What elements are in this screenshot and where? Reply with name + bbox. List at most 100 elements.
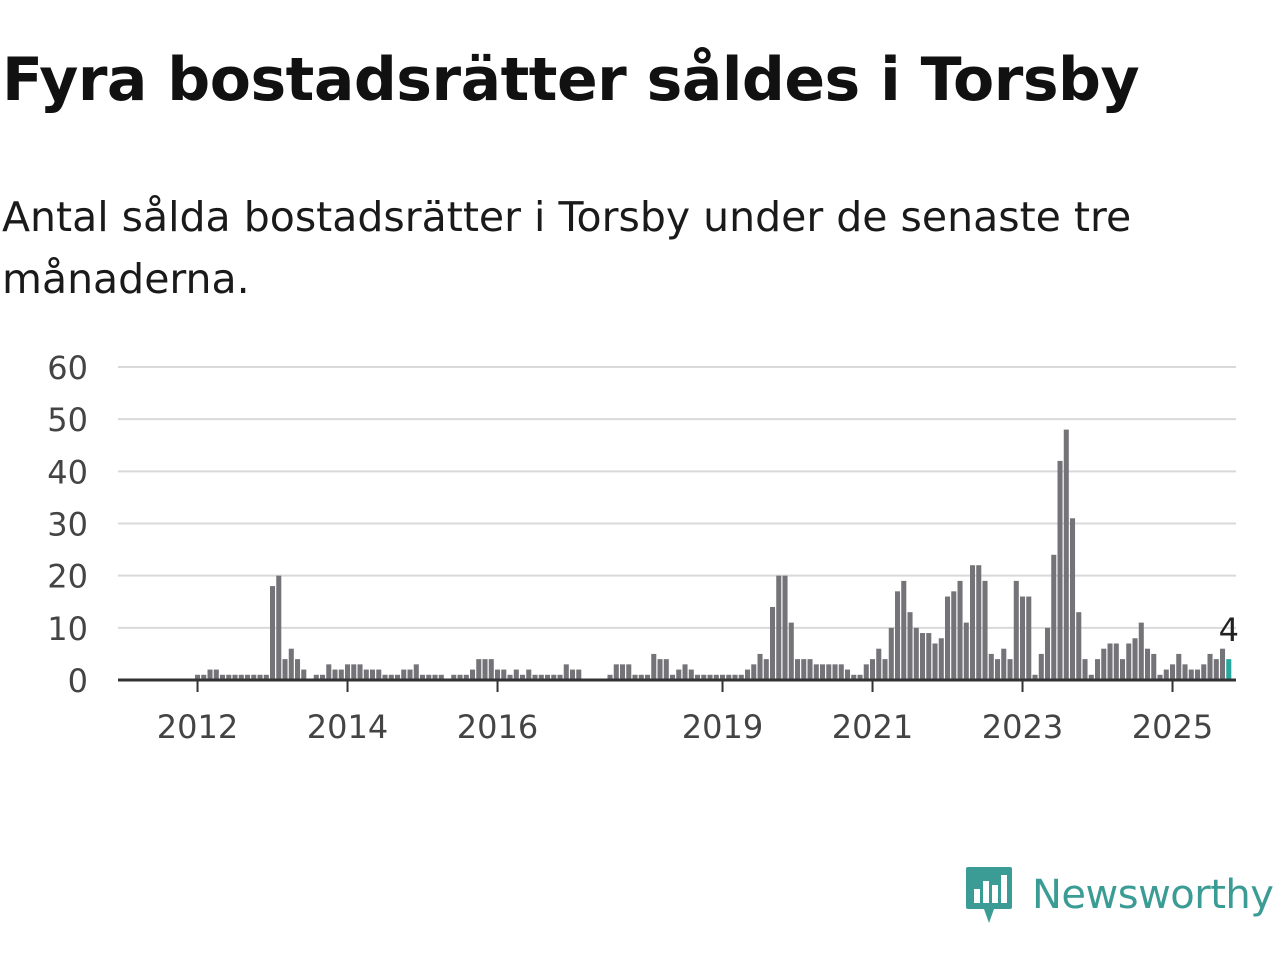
bar xyxy=(295,659,301,680)
bar xyxy=(401,669,407,680)
bar xyxy=(388,674,394,680)
bar xyxy=(538,674,544,680)
bar xyxy=(1082,659,1088,680)
bar xyxy=(713,674,719,680)
bar xyxy=(845,669,851,680)
bar xyxy=(545,674,551,680)
page-title: Fyra bostadsrätter såldes i Torsby xyxy=(2,45,1140,115)
bar xyxy=(301,669,307,680)
bar xyxy=(213,669,219,680)
bar xyxy=(288,648,294,680)
bar xyxy=(457,674,463,680)
bar xyxy=(820,664,826,680)
x-axis-ticks: 2012 2014 2016 2019 2021 2023 2025 xyxy=(157,680,1213,746)
bar xyxy=(245,674,251,680)
bar xyxy=(888,627,894,680)
bar xyxy=(632,674,638,680)
bar xyxy=(920,633,926,680)
y-tick-label: 0 xyxy=(68,662,88,700)
bar xyxy=(757,653,763,680)
y-tick-label: 60 xyxy=(47,349,88,387)
bar xyxy=(1095,659,1101,680)
bar xyxy=(938,638,944,680)
bar xyxy=(707,674,713,680)
bar xyxy=(201,674,207,680)
bar xyxy=(982,580,988,680)
y-tick-label: 40 xyxy=(47,453,88,491)
x-tick-label: 2025 xyxy=(1132,708,1213,746)
bar xyxy=(451,674,457,680)
bar xyxy=(1057,460,1063,680)
bar xyxy=(488,659,494,680)
bar xyxy=(270,586,276,680)
y-axis-labels: 0 10 20 30 40 50 60 xyxy=(47,349,88,700)
bar xyxy=(882,659,888,680)
bar xyxy=(607,674,613,680)
bar xyxy=(651,653,657,680)
bar xyxy=(1138,622,1144,680)
bar xyxy=(876,648,882,680)
bar xyxy=(1201,664,1207,680)
bar xyxy=(613,664,619,680)
newsworthy-logo-icon xyxy=(966,867,1012,923)
bar xyxy=(701,674,707,680)
bar xyxy=(1213,659,1219,680)
bar xyxy=(370,669,376,680)
bar xyxy=(951,591,957,680)
bar xyxy=(676,669,682,680)
bar xyxy=(751,664,757,680)
bar xyxy=(563,664,569,680)
bar xyxy=(263,674,269,680)
bar xyxy=(1088,674,1094,680)
bar xyxy=(870,659,876,680)
bar xyxy=(463,674,469,680)
page-subtitle: Antal sålda bostadsrätter i Torsby under… xyxy=(2,193,1132,303)
bar xyxy=(782,575,788,680)
bar xyxy=(1045,627,1051,680)
bar xyxy=(620,664,626,680)
bar xyxy=(988,653,994,680)
bar xyxy=(1101,648,1107,680)
bar xyxy=(826,664,832,680)
bar xyxy=(795,659,801,680)
bar xyxy=(1076,612,1082,680)
bar xyxy=(395,674,401,680)
x-tick-label: 2023 xyxy=(982,708,1063,746)
bar xyxy=(476,659,482,680)
bar xyxy=(688,669,694,680)
bar xyxy=(420,674,426,680)
bar xyxy=(1163,669,1169,680)
y-tick-label: 50 xyxy=(47,401,88,439)
bar xyxy=(576,669,582,680)
bar xyxy=(438,674,444,680)
bar xyxy=(907,612,913,680)
bar xyxy=(1126,643,1132,680)
bar xyxy=(682,664,688,680)
bar xyxy=(1051,554,1057,680)
y-tick-label: 30 xyxy=(47,506,88,544)
bar xyxy=(1188,669,1194,680)
bar xyxy=(1195,669,1201,680)
bar xyxy=(732,674,738,680)
bar xyxy=(926,633,932,680)
bar xyxy=(976,565,982,680)
bar xyxy=(501,669,507,680)
bar xyxy=(670,674,676,680)
bar xyxy=(1176,653,1182,680)
y-tick-label: 20 xyxy=(47,558,88,596)
x-tick-label: 2012 xyxy=(157,708,238,746)
bar xyxy=(1020,596,1026,680)
bar xyxy=(345,664,351,680)
y-tick-label: 10 xyxy=(47,610,88,648)
bar-latest xyxy=(1226,659,1232,680)
bar xyxy=(513,669,519,680)
x-tick-label: 2016 xyxy=(457,708,538,746)
x-tick-label: 2014 xyxy=(307,708,388,746)
bar xyxy=(432,674,438,680)
bar xyxy=(376,669,382,680)
x-tick-label: 2019 xyxy=(682,708,763,746)
bar xyxy=(326,664,332,680)
bar xyxy=(320,674,326,680)
bar xyxy=(1157,674,1163,680)
latest-value-label: 4 xyxy=(1219,611,1239,649)
